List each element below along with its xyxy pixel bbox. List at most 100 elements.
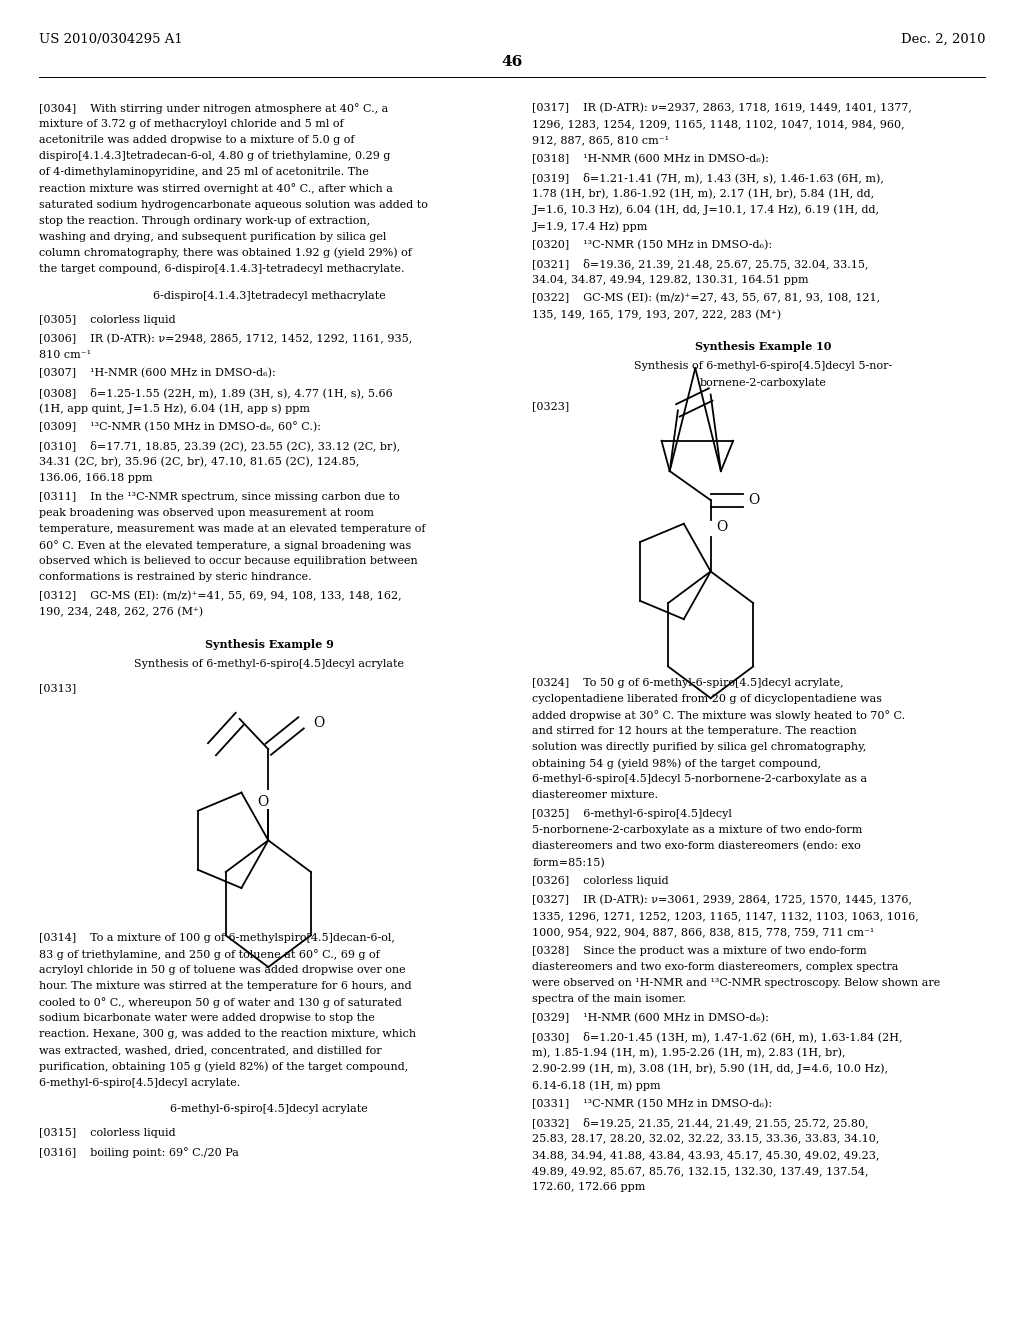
Text: Synthesis Example 9: Synthesis Example 9	[205, 639, 334, 649]
Text: [0330]    δ=1.20-1.45 (13H, m), 1.47-1.62 (6H, m), 1.63-1.84 (2H,: [0330] δ=1.20-1.45 (13H, m), 1.47-1.62 (…	[532, 1032, 903, 1043]
Text: O: O	[258, 796, 268, 809]
Text: hour. The mixture was stirred at the temperature for 6 hours, and: hour. The mixture was stirred at the tem…	[39, 981, 412, 991]
Text: 6-dispiro[4.1.4.3]tetradecyl methacrylate: 6-dispiro[4.1.4.3]tetradecyl methacrylat…	[153, 290, 386, 301]
Text: [0323]: [0323]	[532, 401, 584, 412]
Text: 34.04, 34.87, 49.94, 129.82, 130.31, 164.51 ppm: 34.04, 34.87, 49.94, 129.82, 130.31, 164…	[532, 275, 809, 285]
Text: diastereomers and two exo-form diastereomers, complex spectra: diastereomers and two exo-form diastereo…	[532, 962, 899, 972]
Text: J=1.9, 17.4 Hz) ppm: J=1.9, 17.4 Hz) ppm	[532, 220, 648, 231]
Text: was extracted, washed, dried, concentrated, and distilled for: was extracted, washed, dried, concentrat…	[39, 1045, 382, 1056]
Text: cooled to 0° C., whereupon 50 g of water and 130 g of saturated: cooled to 0° C., whereupon 50 g of water…	[39, 997, 401, 1008]
Text: US 2010/0304295 A1: US 2010/0304295 A1	[39, 33, 182, 46]
Text: 1.78 (1H, br), 1.86-1.92 (1H, m), 2.17 (1H, br), 5.84 (1H, dd,: 1.78 (1H, br), 1.86-1.92 (1H, m), 2.17 (…	[532, 189, 874, 199]
Text: 25.83, 28.17, 28.20, 32.02, 32.22, 33.15, 33.36, 33.83, 34.10,: 25.83, 28.17, 28.20, 32.02, 32.22, 33.15…	[532, 1134, 880, 1143]
Text: reaction mixture was stirred overnight at 40° C., after which a: reaction mixture was stirred overnight a…	[39, 183, 393, 194]
Text: [0322]    GC-MS (EI): (m/z)⁺=27, 43, 55, 67, 81, 93, 108, 121,: [0322] GC-MS (EI): (m/z)⁺=27, 43, 55, 67…	[532, 293, 881, 304]
Text: [0324]    To 50 g of 6-methyl-6-spiro[4.5]decyl acrylate,: [0324] To 50 g of 6-methyl-6-spiro[4.5]d…	[532, 677, 844, 688]
Text: temperature, measurement was made at an elevated temperature of: temperature, measurement was made at an …	[39, 524, 425, 533]
Text: 6-methyl-6-spiro[4.5]decyl acrylate: 6-methyl-6-spiro[4.5]decyl acrylate	[170, 1105, 369, 1114]
Text: saturated sodium hydrogencarbonate aqueous solution was added to: saturated sodium hydrogencarbonate aqueo…	[39, 199, 428, 210]
Text: Synthesis of 6-methyl-6-spiro[4.5]decyl 5-nor-: Synthesis of 6-methyl-6-spiro[4.5]decyl …	[634, 362, 892, 371]
Text: Dec. 2, 2010: Dec. 2, 2010	[900, 33, 985, 46]
Text: [0306]    IR (D-ATR): ν=2948, 2865, 1712, 1452, 1292, 1161, 935,: [0306] IR (D-ATR): ν=2948, 2865, 1712, 1…	[39, 334, 413, 343]
Text: reaction. Hexane, 300 g, was added to the reaction mixture, which: reaction. Hexane, 300 g, was added to th…	[39, 1030, 416, 1039]
Text: of 4-dimethylaminopyridine, and 25 ml of acetonitrile. The: of 4-dimethylaminopyridine, and 25 ml of…	[39, 168, 369, 177]
Text: [0305]    colorless liquid: [0305] colorless liquid	[39, 314, 175, 325]
Text: 83 g of triethylamine, and 250 g of toluene at 60° C., 69 g of: 83 g of triethylamine, and 250 g of tolu…	[39, 949, 380, 960]
Text: 135, 149, 165, 179, 193, 207, 222, 283 (M⁺): 135, 149, 165, 179, 193, 207, 222, 283 (…	[532, 309, 781, 319]
Text: 912, 887, 865, 810 cm⁻¹: 912, 887, 865, 810 cm⁻¹	[532, 135, 670, 145]
Text: (1H, app quint, J=1.5 Hz), 6.04 (1H, app s) ppm: (1H, app quint, J=1.5 Hz), 6.04 (1H, app…	[39, 403, 310, 413]
Text: bornene-2-carboxylate: bornene-2-carboxylate	[699, 378, 826, 388]
Text: mixture of 3.72 g of methacryloyl chloride and 5 ml of: mixture of 3.72 g of methacryloyl chlori…	[39, 119, 343, 129]
Text: stop the reaction. Through ordinary work-up of extraction,: stop the reaction. Through ordinary work…	[39, 215, 370, 226]
Text: 49.89, 49.92, 85.67, 85.76, 132.15, 132.30, 137.49, 137.54,: 49.89, 49.92, 85.67, 85.76, 132.15, 132.…	[532, 1166, 869, 1176]
Text: column chromatography, there was obtained 1.92 g (yield 29%) of: column chromatography, there was obtaine…	[39, 248, 412, 259]
Text: 1335, 1296, 1271, 1252, 1203, 1165, 1147, 1132, 1103, 1063, 1016,: 1335, 1296, 1271, 1252, 1203, 1165, 1147…	[532, 911, 920, 921]
Text: [0313]: [0313]	[39, 682, 90, 693]
Text: [0304]    With stirring under nitrogen atmosphere at 40° C., a: [0304] With stirring under nitrogen atmo…	[39, 103, 388, 114]
Text: acetonitrile was added dropwise to a mixture of 5.0 g of: acetonitrile was added dropwise to a mix…	[39, 135, 354, 145]
Text: form=85:15): form=85:15)	[532, 858, 605, 867]
Text: J=1.6, 10.3 Hz), 6.04 (1H, dd, J=10.1, 17.4 Hz), 6.19 (1H, dd,: J=1.6, 10.3 Hz), 6.04 (1H, dd, J=10.1, 1…	[532, 205, 880, 215]
Text: [0328]    Since the product was a mixture of two endo-form: [0328] Since the product was a mixture o…	[532, 946, 867, 956]
Text: O: O	[716, 520, 727, 535]
Text: [0331]    ¹³C-NMR (150 MHz in DMSO-d₆):: [0331] ¹³C-NMR (150 MHz in DMSO-d₆):	[532, 1098, 772, 1109]
Text: m), 1.85-1.94 (1H, m), 1.95-2.26 (1H, m), 2.83 (1H, br),: m), 1.85-1.94 (1H, m), 1.95-2.26 (1H, m)…	[532, 1048, 846, 1059]
Text: O: O	[749, 494, 760, 507]
Text: solution was directly purified by silica gel chromatography,: solution was directly purified by silica…	[532, 742, 867, 752]
Text: acryloyl chloride in 50 g of toluene was added dropwise over one: acryloyl chloride in 50 g of toluene was…	[39, 965, 406, 975]
Text: 6.14-6.18 (1H, m) ppm: 6.14-6.18 (1H, m) ppm	[532, 1080, 662, 1090]
Text: [0309]    ¹³C-NMR (150 MHz in DMSO-d₆, 60° C.):: [0309] ¹³C-NMR (150 MHz in DMSO-d₆, 60° …	[39, 422, 321, 433]
Text: washing and drying, and subsequent purification by silica gel: washing and drying, and subsequent purif…	[39, 232, 386, 242]
Text: [0321]    δ=19.36, 21.39, 21.48, 25.67, 25.75, 32.04, 33.15,: [0321] δ=19.36, 21.39, 21.48, 25.67, 25.…	[532, 259, 869, 269]
Text: 1296, 1283, 1254, 1209, 1165, 1148, 1102, 1047, 1014, 984, 960,: 1296, 1283, 1254, 1209, 1165, 1148, 1102…	[532, 119, 905, 129]
Text: [0316]    boiling point: 69° C./20 Pa: [0316] boiling point: 69° C./20 Pa	[39, 1147, 239, 1158]
Text: 172.60, 172.66 ppm: 172.60, 172.66 ppm	[532, 1181, 646, 1192]
Text: [0332]    δ=19.25, 21.35, 21.44, 21.49, 21.55, 25.72, 25.80,: [0332] δ=19.25, 21.35, 21.44, 21.49, 21.…	[532, 1118, 869, 1129]
Text: conformations is restrained by steric hindrance.: conformations is restrained by steric hi…	[39, 572, 311, 582]
Text: [0327]    IR (D-ATR): ν=3061, 2939, 2864, 1725, 1570, 1445, 1376,: [0327] IR (D-ATR): ν=3061, 2939, 2864, 1…	[532, 895, 912, 906]
Text: observed which is believed to occur because equilibration between: observed which is believed to occur beca…	[39, 556, 418, 566]
Text: Synthesis of 6-methyl-6-spiro[4.5]decyl acrylate: Synthesis of 6-methyl-6-spiro[4.5]decyl …	[134, 659, 404, 669]
Text: 6-methyl-6-spiro[4.5]decyl 5-norbornene-2-carboxylate as a: 6-methyl-6-spiro[4.5]decyl 5-norbornene-…	[532, 775, 867, 784]
Text: [0314]    To a mixture of 100 g of 6-methylspiro[4.5]decan-6-ol,: [0314] To a mixture of 100 g of 6-methyl…	[39, 933, 395, 942]
Text: were observed on ¹H-NMR and ¹³C-NMR spectroscopy. Below shown are: were observed on ¹H-NMR and ¹³C-NMR spec…	[532, 978, 941, 989]
Text: the target compound, 6-dispiro[4.1.4.3]-tetradecyl methacrylate.: the target compound, 6-dispiro[4.1.4.3]-…	[39, 264, 404, 275]
Text: 60° C. Even at the elevated temperature, a signal broadening was: 60° C. Even at the elevated temperature,…	[39, 540, 412, 550]
Text: 1000, 954, 922, 904, 887, 866, 838, 815, 778, 759, 711 cm⁻¹: 1000, 954, 922, 904, 887, 866, 838, 815,…	[532, 927, 874, 937]
Text: O: O	[313, 715, 325, 730]
Text: [0315]    colorless liquid: [0315] colorless liquid	[39, 1129, 175, 1138]
Text: dispiro[4.1.4.3]tetradecan-6-ol, 4.80 g of triethylamine, 0.29 g: dispiro[4.1.4.3]tetradecan-6-ol, 4.80 g …	[39, 152, 390, 161]
Text: [0307]    ¹H-NMR (600 MHz in DMSO-d₆):: [0307] ¹H-NMR (600 MHz in DMSO-d₆):	[39, 368, 275, 379]
Text: and stirred for 12 hours at the temperature. The reaction: and stirred for 12 hours at the temperat…	[532, 726, 857, 737]
Text: purification, obtaining 105 g (yield 82%) of the target compound,: purification, obtaining 105 g (yield 82%…	[39, 1061, 409, 1072]
Text: [0310]    δ=17.71, 18.85, 23.39 (2C), 23.55 (2C), 33.12 (2C, br),: [0310] δ=17.71, 18.85, 23.39 (2C), 23.55…	[39, 441, 400, 451]
Text: [0320]    ¹³C-NMR (150 MHz in DMSO-d₆):: [0320] ¹³C-NMR (150 MHz in DMSO-d₆):	[532, 240, 772, 249]
Text: diastereomers and two exo-form diastereomers (endo: exo: diastereomers and two exo-form diastereo…	[532, 841, 861, 851]
Text: 810 cm⁻¹: 810 cm⁻¹	[39, 350, 91, 359]
Text: [0318]    ¹H-NMR (600 MHz in DMSO-d₆):: [0318] ¹H-NMR (600 MHz in DMSO-d₆):	[532, 154, 769, 164]
Text: spectra of the main isomer.: spectra of the main isomer.	[532, 994, 686, 1005]
Text: [0319]    δ=1.21-1.41 (7H, m), 1.43 (3H, s), 1.46-1.63 (6H, m),: [0319] δ=1.21-1.41 (7H, m), 1.43 (3H, s)…	[532, 173, 885, 183]
Text: 2.90-2.99 (1H, m), 3.08 (1H, br), 5.90 (1H, dd, J=4.6, 10.0 Hz),: 2.90-2.99 (1H, m), 3.08 (1H, br), 5.90 (…	[532, 1064, 889, 1074]
Text: Synthesis Example 10: Synthesis Example 10	[694, 342, 831, 352]
Text: peak broadening was observed upon measurement at room: peak broadening was observed upon measur…	[39, 508, 374, 517]
Text: [0312]    GC-MS (EI): (m/z)⁺=41, 55, 69, 94, 108, 133, 148, 162,: [0312] GC-MS (EI): (m/z)⁺=41, 55, 69, 94…	[39, 591, 401, 601]
Text: [0329]    ¹H-NMR (600 MHz in DMSO-d₆):: [0329] ¹H-NMR (600 MHz in DMSO-d₆):	[532, 1012, 769, 1023]
Text: [0317]    IR (D-ATR): ν=2937, 2863, 1718, 1619, 1449, 1401, 1377,: [0317] IR (D-ATR): ν=2937, 2863, 1718, 1…	[532, 103, 912, 114]
Text: [0311]    In the ¹³C-NMR spectrum, since missing carbon due to: [0311] In the ¹³C-NMR spectrum, since mi…	[39, 491, 399, 502]
Text: 5-norbornene-2-carboxylate as a mixture of two endo-form: 5-norbornene-2-carboxylate as a mixture …	[532, 825, 863, 836]
Text: 6-methyl-6-spiro[4.5]decyl acrylate.: 6-methyl-6-spiro[4.5]decyl acrylate.	[39, 1077, 241, 1088]
Text: diastereomer mixture.: diastereomer mixture.	[532, 791, 658, 800]
Text: 34.31 (2C, br), 35.96 (2C, br), 47.10, 81.65 (2C), 124.85,: 34.31 (2C, br), 35.96 (2C, br), 47.10, 8…	[39, 457, 359, 467]
Text: sodium bicarbonate water were added dropwise to stop the: sodium bicarbonate water were added drop…	[39, 1014, 375, 1023]
Text: cyclopentadiene liberated from 20 g of dicyclopentadiene was: cyclopentadiene liberated from 20 g of d…	[532, 694, 883, 704]
Text: 136.06, 166.18 ppm: 136.06, 166.18 ppm	[39, 473, 153, 483]
Text: added dropwise at 30° C. The mixture was slowly heated to 70° C.: added dropwise at 30° C. The mixture was…	[532, 710, 905, 721]
Text: [0325]    6-methyl-6-spiro[4.5]decyl: [0325] 6-methyl-6-spiro[4.5]decyl	[532, 809, 742, 820]
Text: 34.88, 34.94, 41.88, 43.84, 43.93, 45.17, 45.30, 49.02, 49.23,: 34.88, 34.94, 41.88, 43.84, 43.93, 45.17…	[532, 1150, 880, 1160]
Text: obtaining 54 g (yield 98%) of the target compound,: obtaining 54 g (yield 98%) of the target…	[532, 758, 821, 768]
Text: 46: 46	[502, 55, 522, 70]
Text: 190, 234, 248, 262, 276 (M⁺): 190, 234, 248, 262, 276 (M⁺)	[39, 607, 203, 618]
Text: [0326]    colorless liquid: [0326] colorless liquid	[532, 876, 669, 886]
